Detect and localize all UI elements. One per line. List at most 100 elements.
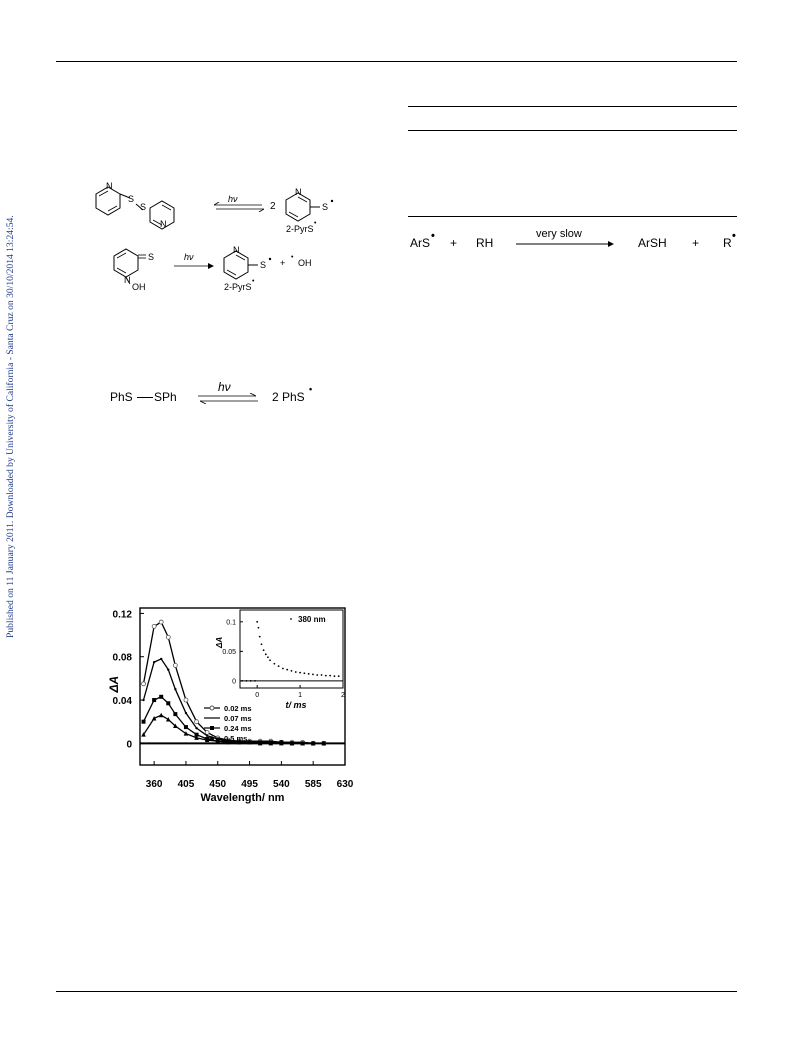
data-point [215,738,221,744]
inset-x-axis-label: t/ ms [286,700,307,710]
n-atom-label-2: N [160,219,167,229]
data-point [205,734,209,737]
download-notice-sidebar: Published on 11 January 2011. Downloaded… [1,180,21,640]
data-point [321,740,327,746]
x-tick-label: 450 [209,779,226,790]
inset-data-point [257,626,260,629]
data-point [226,739,231,745]
inset-y-tick-label: 0.1 [226,619,236,626]
download-notice-text: Published on 11 January 2011. Downloaded… [5,215,16,638]
inset-data-point [329,674,332,677]
data-point [247,739,252,745]
inset-x-tick-label: 0 [255,692,259,699]
y-tick-label: 0.04 [113,696,133,707]
inset-data-point [277,665,280,668]
inset-y-axis-label: ΔA [215,637,224,649]
inset-x-tick-label: 1 [298,692,302,699]
plus-sign: + [450,236,458,250]
product-2-phs: 2 PhS [272,390,305,404]
inset-data-point [254,680,256,682]
reactant-ars-radical: ArS [410,236,431,250]
y-tick-label: 0.08 [113,653,133,664]
data-point [183,697,189,703]
s-atom-label: S [128,194,134,204]
data-point [151,624,157,629]
legend-marker [209,735,215,740]
data-point [159,694,164,699]
data-point [166,701,171,706]
dipyridyl-disulfide-structure: N S S N [95,181,175,230]
data-point [289,740,295,746]
inset-data-point [316,674,319,676]
thione-s-label: S [148,252,154,262]
data-point [236,739,242,745]
inset-data-point [245,680,248,682]
x-axis-label: Wavelength/ nm [201,792,285,804]
inset-data-point [273,662,276,665]
x-tick-label: 495 [241,779,258,790]
data-point [300,740,305,746]
inset-data-point [290,669,293,672]
coefficient-2: 2 [270,201,276,212]
table-top-rule [408,106,737,107]
main-plot-frame [139,607,346,766]
arrow-label-very-slow: very slow [536,228,582,240]
reaction-arrow-2 [174,263,214,269]
inset-data-point [260,643,263,646]
reactant-phs: PhS [110,390,133,404]
inset-data-point [333,675,336,678]
inset-data-point [264,653,267,656]
reactant-rh: RH [476,236,494,250]
inset-y-tick-label: 0 [232,678,236,685]
data-point [158,712,164,718]
data-point [152,660,156,664]
inset-data-point [286,668,289,671]
y-tick-label: 0.12 [113,609,133,620]
data-point [184,711,188,715]
inset-data-point [282,667,284,670]
radical-dot-oh: • [291,254,294,261]
inset-data-point [324,674,327,677]
data-point [173,723,178,729]
data-point [183,731,189,736]
s-atom-label-4: S [260,260,266,270]
n-atom-label: N [106,181,113,191]
oh-label: OH [132,282,146,292]
x-tick-label: 540 [273,779,290,790]
radical-dot-pyrs-1: • [314,220,317,227]
legend-label: 0.24 ms [224,724,252,733]
inset-data-point [258,635,261,638]
radical-dot-2: • [732,230,736,242]
n-atom-label-4: N [124,275,131,285]
inset-data-point [294,671,297,673]
data-point [279,740,284,746]
legend-marker [210,726,214,730]
radical-dot: • [431,230,435,242]
legend-label: 0.07 ms [224,714,252,723]
inset-data-point [299,671,301,674]
plus-sign-3: + [280,258,286,268]
inset-data-point [337,675,340,678]
pyridylthiyl-radical-structure: N S [285,187,334,222]
y-axis-label: ΔA [107,676,121,694]
data-point [151,715,157,721]
data-point [167,668,170,671]
data-point [194,735,199,740]
radical-dot-pyrs-2: • [252,278,255,285]
hv-label-1: hν [228,194,238,204]
radical-dot-phs: • [309,384,313,394]
inset-legend-label: 380 nm [298,615,326,624]
pyridylthiyl-radical-structure-2: N S [223,245,272,280]
x-tick-label: 405 [178,779,195,790]
data-point [158,619,164,625]
inset-legend-marker [290,618,292,620]
pyrs-label-1: 2-PyrS [286,224,314,234]
inset-data-point [269,659,271,662]
data-point [195,726,198,730]
inset-x-tick-label: 2 [341,692,345,699]
inset-frame [239,609,344,689]
x-tick-label: 360 [146,779,163,790]
data-point [194,719,199,725]
data-point [268,740,274,746]
legend-label: 0.02 ms [224,704,252,713]
